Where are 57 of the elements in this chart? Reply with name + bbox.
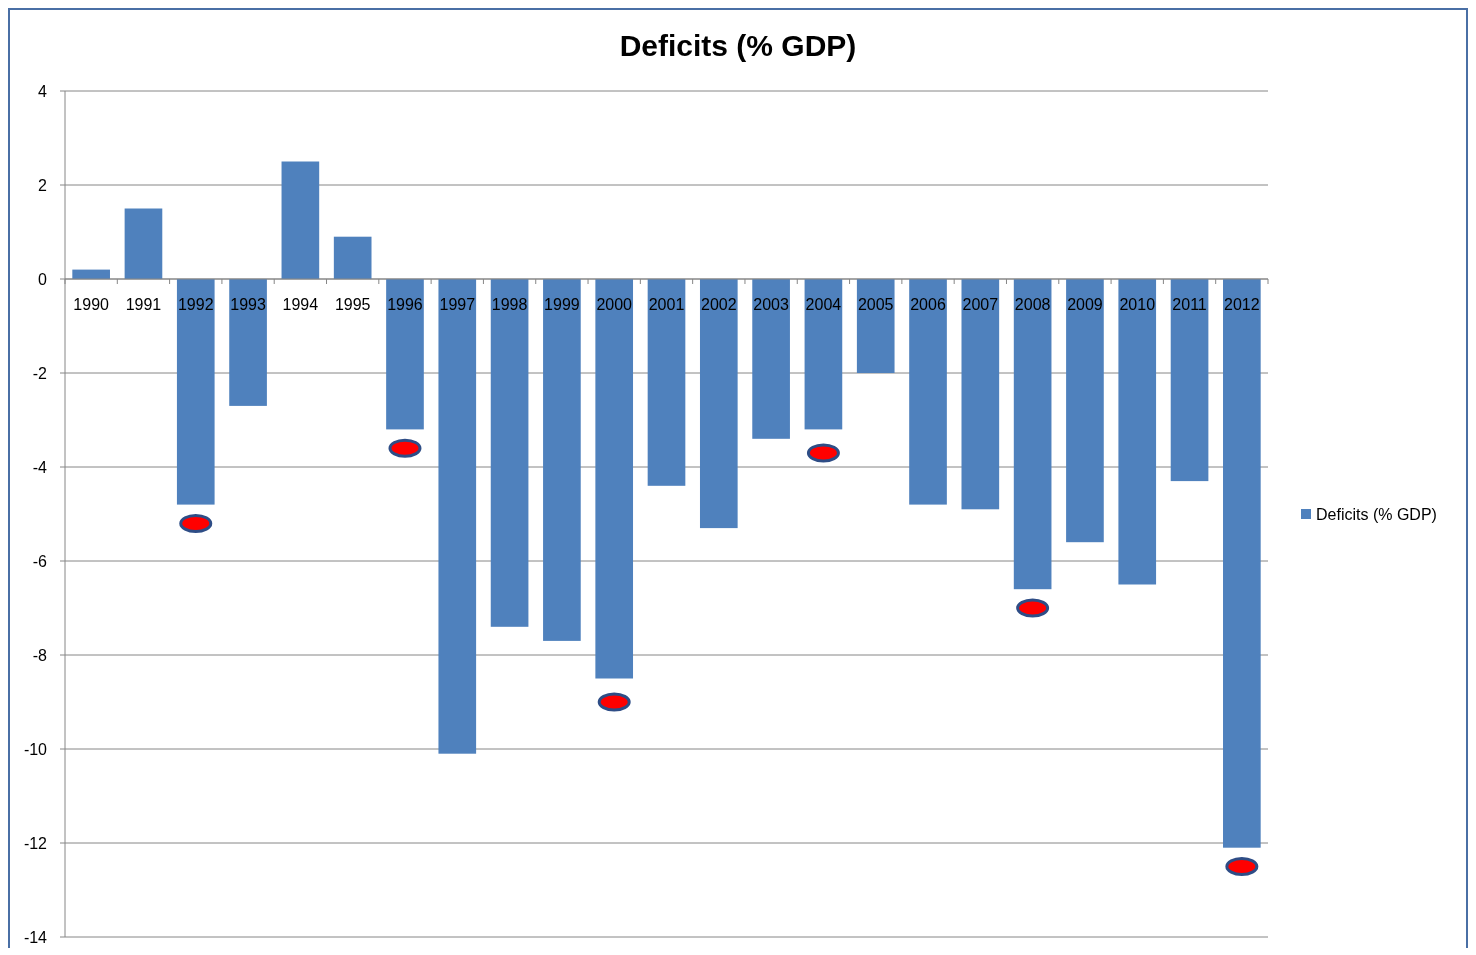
chart-title: Deficits (% GDP): [619, 29, 857, 62]
bar: [1013, 279, 1052, 590]
y-tick-label: -8: [32, 647, 48, 664]
bar: [909, 279, 947, 505]
bar: [386, 279, 424, 430]
y-tick-label: 2: [38, 177, 48, 194]
x-tick-label: 1993: [230, 296, 266, 313]
bar: [699, 279, 738, 529]
y-tick-label: 4: [38, 83, 48, 100]
x-tick-label: 1998: [491, 296, 528, 313]
x-tick-label: 2002: [701, 296, 737, 313]
bar: [124, 208, 163, 279]
y-tick-label: -6: [32, 553, 48, 570]
x-tick-label: 1995: [334, 296, 371, 313]
legend-label: Deficits (% GDP): [1316, 506, 1437, 523]
x-tick-label: 1991: [125, 296, 162, 313]
y-tick-label: -10: [23, 741, 48, 758]
x-tick-label: 2007: [962, 296, 999, 313]
y-tick-label: -4: [32, 459, 48, 476]
bar: [1223, 279, 1261, 848]
y-tick-label: 0: [38, 271, 48, 288]
bar: [281, 161, 320, 279]
x-tick-label: 2008: [1014, 296, 1051, 313]
x-tick-label: 2012: [1224, 296, 1260, 313]
x-tick-label: 2009: [1067, 296, 1103, 313]
y-tick-label: -14: [23, 929, 48, 946]
bar: [176, 279, 215, 505]
x-tick-label: 1997: [439, 296, 476, 313]
x-tick-label: 2000: [596, 296, 633, 313]
bar: [333, 236, 372, 279]
x-tick-label: 1992: [177, 296, 214, 313]
bar: [961, 279, 1000, 510]
x-tick-label: 2006: [910, 296, 946, 313]
y-tick-label: -12: [23, 835, 48, 852]
bar: [1170, 279, 1209, 482]
bar: [229, 279, 267, 406]
bar: [595, 279, 634, 679]
x-tick-label: 2003: [753, 296, 790, 313]
x-tick-label: 2005: [857, 296, 894, 313]
bar: [438, 279, 477, 754]
x-tick-label: 1999: [544, 296, 580, 313]
bar: [1066, 279, 1104, 543]
bar: [1118, 279, 1157, 585]
x-tick-label: 1994: [282, 296, 319, 313]
x-tick-label: 2004: [805, 296, 842, 313]
bar: [490, 279, 529, 627]
bar: [647, 279, 686, 486]
x-tick-label: 2010: [1119, 296, 1156, 313]
bar: [543, 279, 581, 641]
y-tick-label: -2: [32, 365, 48, 382]
bar: [856, 279, 895, 373]
bar: [804, 279, 843, 430]
x-tick-label: 2001: [648, 296, 685, 313]
x-tick-label: 1990: [73, 296, 110, 313]
x-tick-label: 2011: [1172, 296, 1207, 313]
x-tick-label: 1996: [387, 296, 423, 313]
bar: [752, 279, 790, 439]
